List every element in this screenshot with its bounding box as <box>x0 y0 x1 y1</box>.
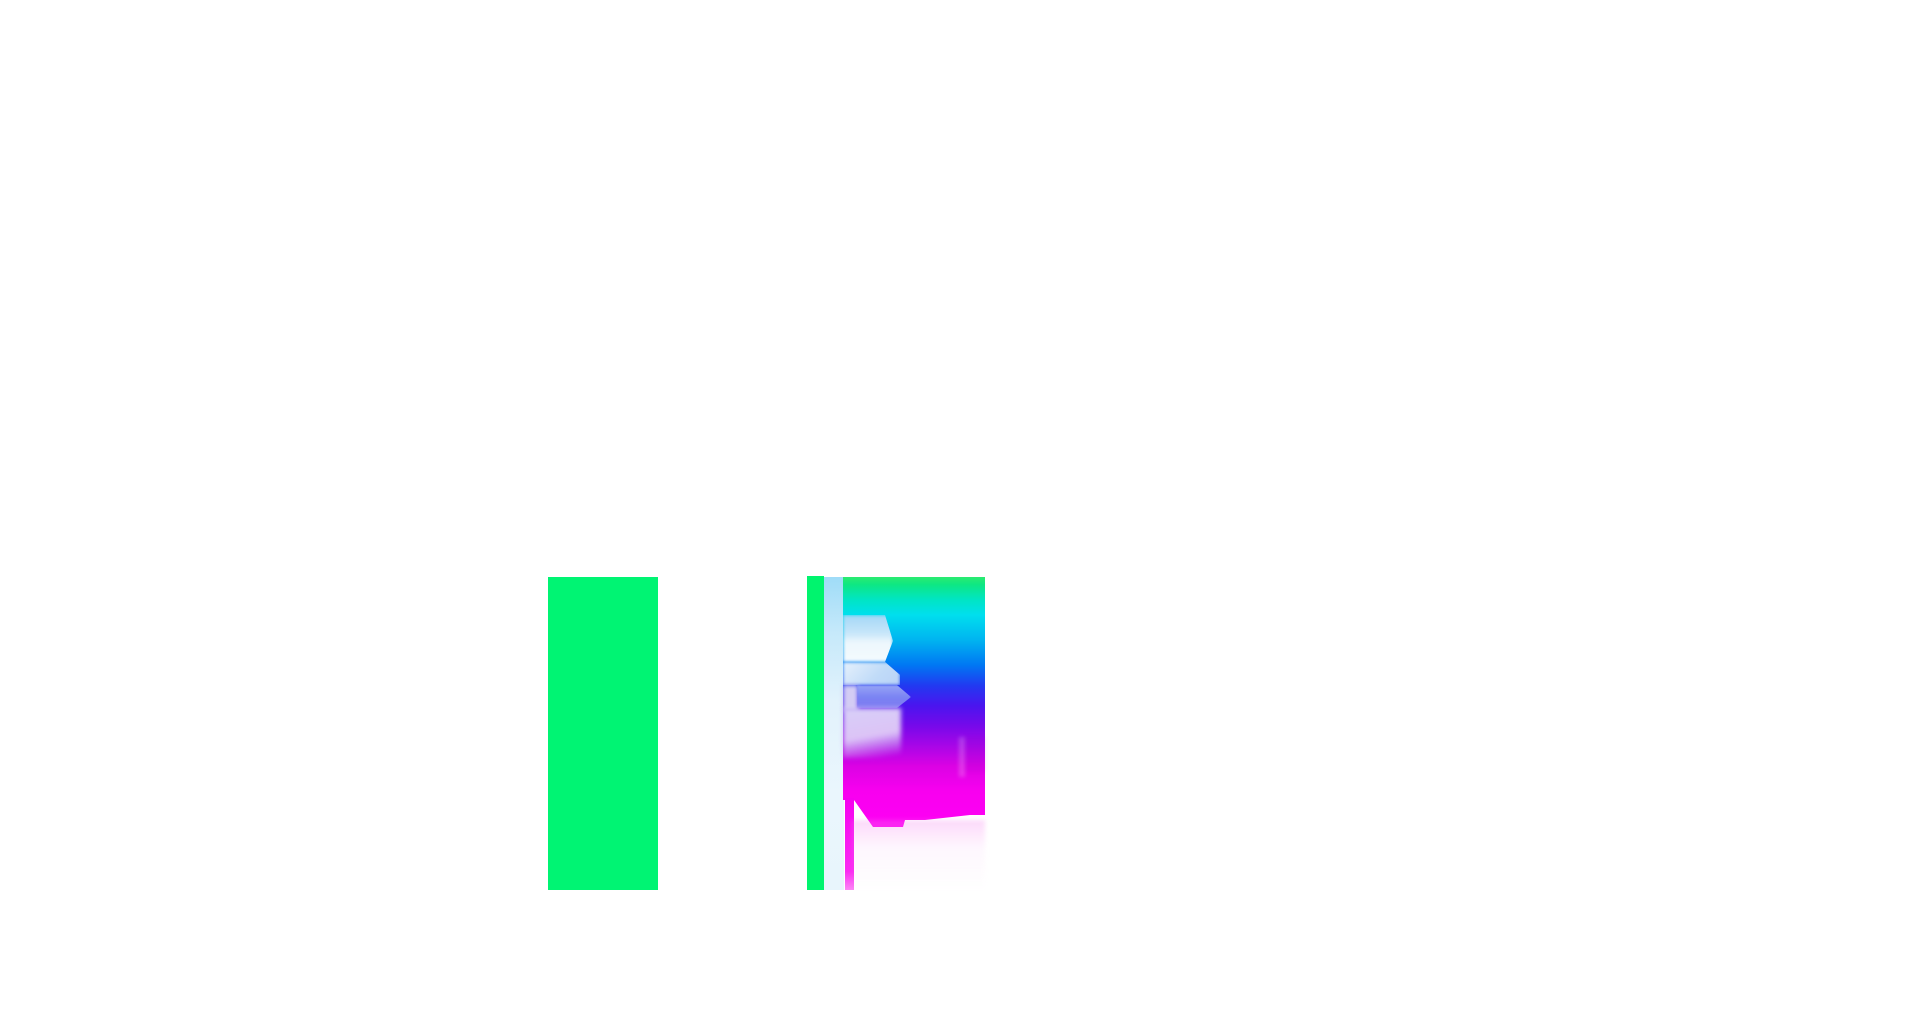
pale-blue-strip <box>824 577 844 890</box>
arrow-cutout-shape <box>843 615 893 662</box>
lavender-block-cutout <box>843 708 901 758</box>
left-column-cutout <box>843 685 858 711</box>
gradient-artifact-block <box>843 577 985 890</box>
magenta-highlight-streak <box>959 737 965 777</box>
magenta-shadow-step <box>964 737 985 771</box>
pink-fade-region <box>852 820 985 890</box>
green-rectangle <box>548 577 658 890</box>
light-blue-bar-cutout <box>843 662 900 685</box>
magenta-descender-column <box>845 798 854 890</box>
green-bar <box>807 576 824 890</box>
periwinkle-chevron-cutout <box>857 685 911 708</box>
